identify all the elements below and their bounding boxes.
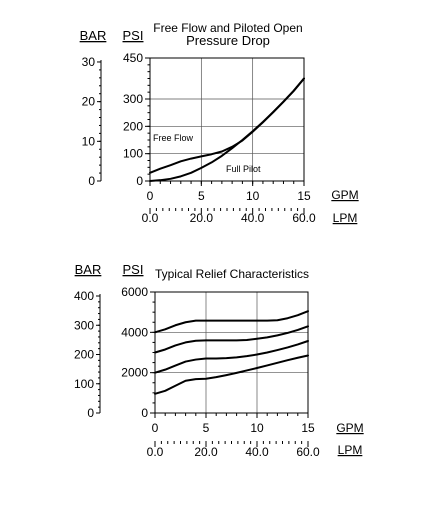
gpm-unit-label: GPM xyxy=(336,421,363,435)
lpm-unit-label: LPM xyxy=(338,443,363,457)
bar-tick-label: 0 xyxy=(88,174,95,188)
bar-tick-label: 300 xyxy=(74,318,94,332)
bar-unit-label: BAR xyxy=(80,28,107,43)
series-line-3 xyxy=(154,340,309,374)
lpm-tick-label: 60.0 xyxy=(296,445,320,459)
chart-title: Typical Relief Characteristics xyxy=(155,267,309,281)
bar-tick-label: 30 xyxy=(82,55,96,69)
plot-frame xyxy=(154,291,309,414)
series-line-2 xyxy=(154,325,309,354)
psi-tick-label: 450 xyxy=(123,51,143,65)
psi-tick-label: 0 xyxy=(141,406,148,420)
series-line-1 xyxy=(154,310,309,334)
psi-tick-label: 100 xyxy=(123,147,143,161)
bar-tick-label: 100 xyxy=(74,377,94,391)
bar-tick-label: 200 xyxy=(74,348,94,362)
psi-tick-label: 0 xyxy=(136,174,143,188)
gpm-unit-label: GPM xyxy=(331,188,358,202)
gpm-tick-label: 0 xyxy=(152,421,159,435)
pressure-drop-chart: Free Flow and Piloted Open Pressure Drop… xyxy=(80,21,359,225)
psi-unit-label: PSI xyxy=(123,28,144,43)
gpm-tick-label: 15 xyxy=(301,421,315,435)
grid xyxy=(155,292,308,413)
bar-tick-label: 20 xyxy=(82,95,96,109)
series-line-2 xyxy=(149,77,305,182)
lpm-tick-label: 0.0 xyxy=(147,445,164,459)
psi-tick-label: 300 xyxy=(123,92,143,106)
gpm-tick-label: 5 xyxy=(203,421,210,435)
series-label-free-flow: Free Flow xyxy=(153,133,194,143)
series-label-full-pilot: Full Pilot xyxy=(226,164,261,174)
psi-tick-label: 2000 xyxy=(121,366,148,380)
gpm-tick-label: 10 xyxy=(250,421,264,435)
lpm-tick-label: 60.0 xyxy=(292,211,316,225)
series-line-1 xyxy=(149,77,305,174)
lpm-tick-label: 0.0 xyxy=(142,211,159,225)
bar-tick-label: 400 xyxy=(74,289,94,303)
series-lines xyxy=(154,310,309,395)
lpm-tick-label: 20.0 xyxy=(194,445,218,459)
chart-title: Free Flow and Piloted Open xyxy=(153,21,302,35)
psi-tick-label: 4000 xyxy=(121,325,148,339)
gpm-tick-label: 5 xyxy=(198,189,205,203)
series-lines xyxy=(149,77,305,182)
psi-unit-label: PSI xyxy=(123,262,144,277)
lpm-tick-label: 40.0 xyxy=(245,445,269,459)
lpm-tick-label: 20.0 xyxy=(190,211,214,225)
series-line-4 xyxy=(154,354,309,395)
grid xyxy=(150,58,304,181)
lpm-unit-label: LPM xyxy=(333,211,358,225)
bar-unit-label: BAR xyxy=(75,262,102,277)
psi-tick-label: 200 xyxy=(123,119,143,133)
chart-subtitle: Pressure Drop xyxy=(186,33,270,48)
gpm-tick-label: 0 xyxy=(147,189,154,203)
lpm-tick-label: 40.0 xyxy=(241,211,265,225)
gpm-tick-label: 15 xyxy=(297,189,311,203)
bar-tick-label: 10 xyxy=(82,134,96,148)
plot-frame xyxy=(149,57,305,182)
bar-tick-label: 0 xyxy=(87,406,94,420)
relief-characteristics-chart: Typical Relief Characteristics BAR PSI G… xyxy=(74,262,364,459)
psi-tick-label: 6000 xyxy=(121,285,148,299)
gpm-tick-label: 10 xyxy=(246,189,260,203)
